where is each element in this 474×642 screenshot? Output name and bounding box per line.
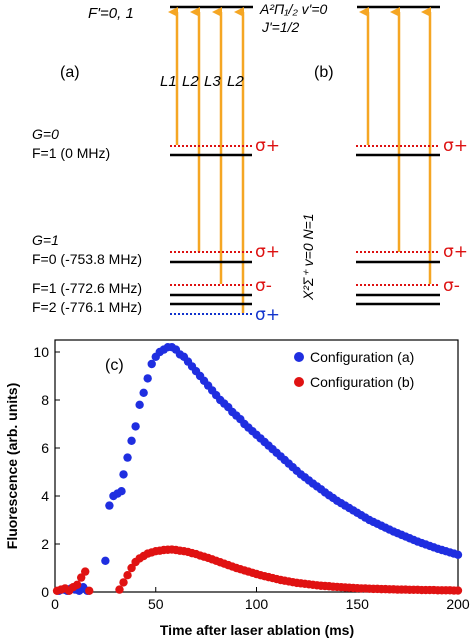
data-point <box>115 585 124 594</box>
laser-label-2: L2 <box>182 73 199 90</box>
data-point <box>453 550 463 559</box>
x-tick-label: 50 <box>148 596 164 612</box>
data-point <box>119 470 128 479</box>
laser-arrows-a <box>168 7 245 313</box>
legend-label-b: Configuration (b) <box>310 374 414 390</box>
laser-arrows-b <box>359 7 432 284</box>
series-config-a <box>54 343 463 595</box>
polarization-labels: σ+ σ+ σ- σ+ σ+ σ+ σ- <box>255 136 468 325</box>
data-point <box>123 453 132 462</box>
excited-state-label: F'=0, 1 <box>88 5 134 22</box>
sigma-label: σ- <box>255 276 272 296</box>
x-tick-label: 150 <box>346 596 370 612</box>
y-tick-label: 10 <box>33 344 49 360</box>
data-point <box>117 487 126 496</box>
data-point <box>139 388 148 397</box>
data-point <box>81 567 90 576</box>
sigma-label: σ+ <box>255 305 280 325</box>
g1-label: G=1 <box>32 232 59 248</box>
level-labels: G=0 F=1 (0 MHz) G=1 F=0 (-753.8 MHz) F=1… <box>32 126 142 315</box>
data-point <box>135 400 144 409</box>
legend-marker-a <box>294 352 304 362</box>
laser-label-1: L1 <box>160 73 177 90</box>
x-tick-label: 200 <box>446 596 470 612</box>
y-tick-label: 2 <box>41 536 49 552</box>
data-point <box>85 586 94 595</box>
legend-marker-b <box>294 377 304 387</box>
data-point <box>127 563 136 573</box>
data-point <box>123 571 132 580</box>
panel-b-label: (b) <box>314 64 334 81</box>
data-point <box>105 501 114 510</box>
legend: Configuration (a) Configuration (b) <box>294 349 414 390</box>
data-point <box>453 586 463 595</box>
y-axis-label: Fluorescence (arb. units) <box>4 383 20 549</box>
f2-label: F=2 (-776.1 MHz) <box>32 299 142 315</box>
energy-level-diagram: F'=0, 1 A²Π₁/₂ v'=0 J'=1/2 (a) (b) L1 L2… <box>32 1 468 325</box>
ground-term-label: X²Σ⁺ v=0 N=1 <box>300 213 316 301</box>
f0-label: F=0 (-753.8 MHz) <box>32 251 142 267</box>
y-tick-label: 4 <box>41 488 49 504</box>
x-axis-label: Time after laser ablation (ms) <box>160 622 354 638</box>
panel-c-label: (c) <box>105 357 124 374</box>
ground-levels-a <box>170 145 252 315</box>
f1-label: F=1 (-772.6 MHz) <box>32 280 142 296</box>
data-point <box>72 580 82 589</box>
data-point <box>101 556 110 565</box>
y-tick-label: 8 <box>41 392 49 408</box>
laser-label-4: L2 <box>227 73 244 90</box>
sigma-label: σ+ <box>255 136 280 156</box>
series-layer <box>52 343 463 595</box>
data-point <box>143 374 152 383</box>
excited-j-label: J'=1/2 <box>261 19 300 35</box>
ground-levels-b <box>356 145 440 306</box>
y-tick-label: 0 <box>41 584 49 600</box>
axis-ticks: 0 50 100 150 200 0 2 4 6 8 10 <box>33 344 469 612</box>
sigma-label: σ- <box>443 276 460 296</box>
g0-label: G=0 <box>32 126 59 142</box>
data-point <box>147 359 156 369</box>
laser-labels: L1 L2 L3 L2 <box>160 73 244 90</box>
sigma-label: σ+ <box>443 136 468 156</box>
excited-term-label: A²Π₁/₂ v'=0 <box>259 1 328 17</box>
sigma-label: σ+ <box>443 242 468 262</box>
fluorescence-chart: 0 50 100 150 200 0 2 4 6 8 10 (c) Configuration (a… <box>4 339 470 638</box>
data-point <box>127 436 136 445</box>
series-config-b <box>52 545 463 595</box>
data-point <box>131 422 140 431</box>
sigma-label: σ+ <box>255 242 280 262</box>
panel-a-label: (a) <box>60 64 80 81</box>
laser-label-3: L3 <box>204 73 221 90</box>
data-point <box>76 573 86 582</box>
y-tick-label: 6 <box>41 440 49 456</box>
f1-0mhz-label: F=1 (0 MHz) <box>32 145 110 161</box>
legend-label-a: Configuration (a) <box>310 349 414 365</box>
x-tick-label: 0 <box>51 596 59 612</box>
x-tick-label: 100 <box>245 596 269 612</box>
data-point <box>119 578 128 587</box>
